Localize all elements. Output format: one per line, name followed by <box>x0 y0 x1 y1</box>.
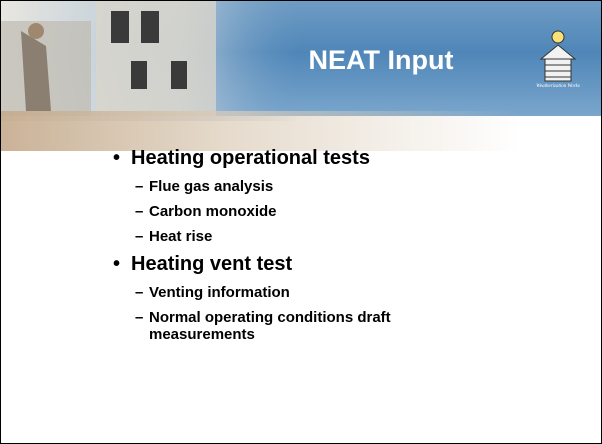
bullet-list: • Heating operational tests – Flue gas anal… <box>113 139 443 343</box>
sub-bullet-marker: – <box>135 178 144 195</box>
sub-bullet-marker: – <box>135 309 144 326</box>
sub-bullet: – Flue gas analysis <box>135 178 443 195</box>
sub-bullet-text: Carbon monoxide <box>149 203 277 220</box>
bullet-text: Heating vent test <box>131 253 293 275</box>
bullet: • Heating vent test <box>113 253 443 276</box>
logo <box>539 30 577 82</box>
sub-bullet-text: Venting information <box>149 284 290 301</box>
bullet-text: Heating operational tests <box>131 147 370 169</box>
sub-bullet: – Heat rise <box>135 228 443 245</box>
sub-bullet-text: Flue gas analysis <box>149 178 274 195</box>
sub-bullet: – Venting information <box>135 284 443 301</box>
sub-bullet: – Normal operating conditions draft measu… <box>135 309 443 343</box>
logo-text: Weatherization Works <box>536 84 580 89</box>
sub-bullet-marker: – <box>135 284 144 301</box>
sub-bullet-marker: – <box>135 203 144 220</box>
sub-bullet: – Carbon monoxide <box>135 203 443 220</box>
sub-bullet-text: Normal operating conditions draft measur… <box>149 309 391 343</box>
bullet: • Heating operational tests <box>113 147 443 170</box>
porch-strip <box>1 111 521 151</box>
sub-bullet-text: Heat rise <box>149 228 213 245</box>
header-photo <box>1 1 301 121</box>
bullet-marker: • <box>113 253 121 275</box>
sub-bullet-marker: – <box>135 228 144 245</box>
bullet-marker: • <box>113 147 121 169</box>
slide-title: NEAT Input <box>308 45 454 75</box>
